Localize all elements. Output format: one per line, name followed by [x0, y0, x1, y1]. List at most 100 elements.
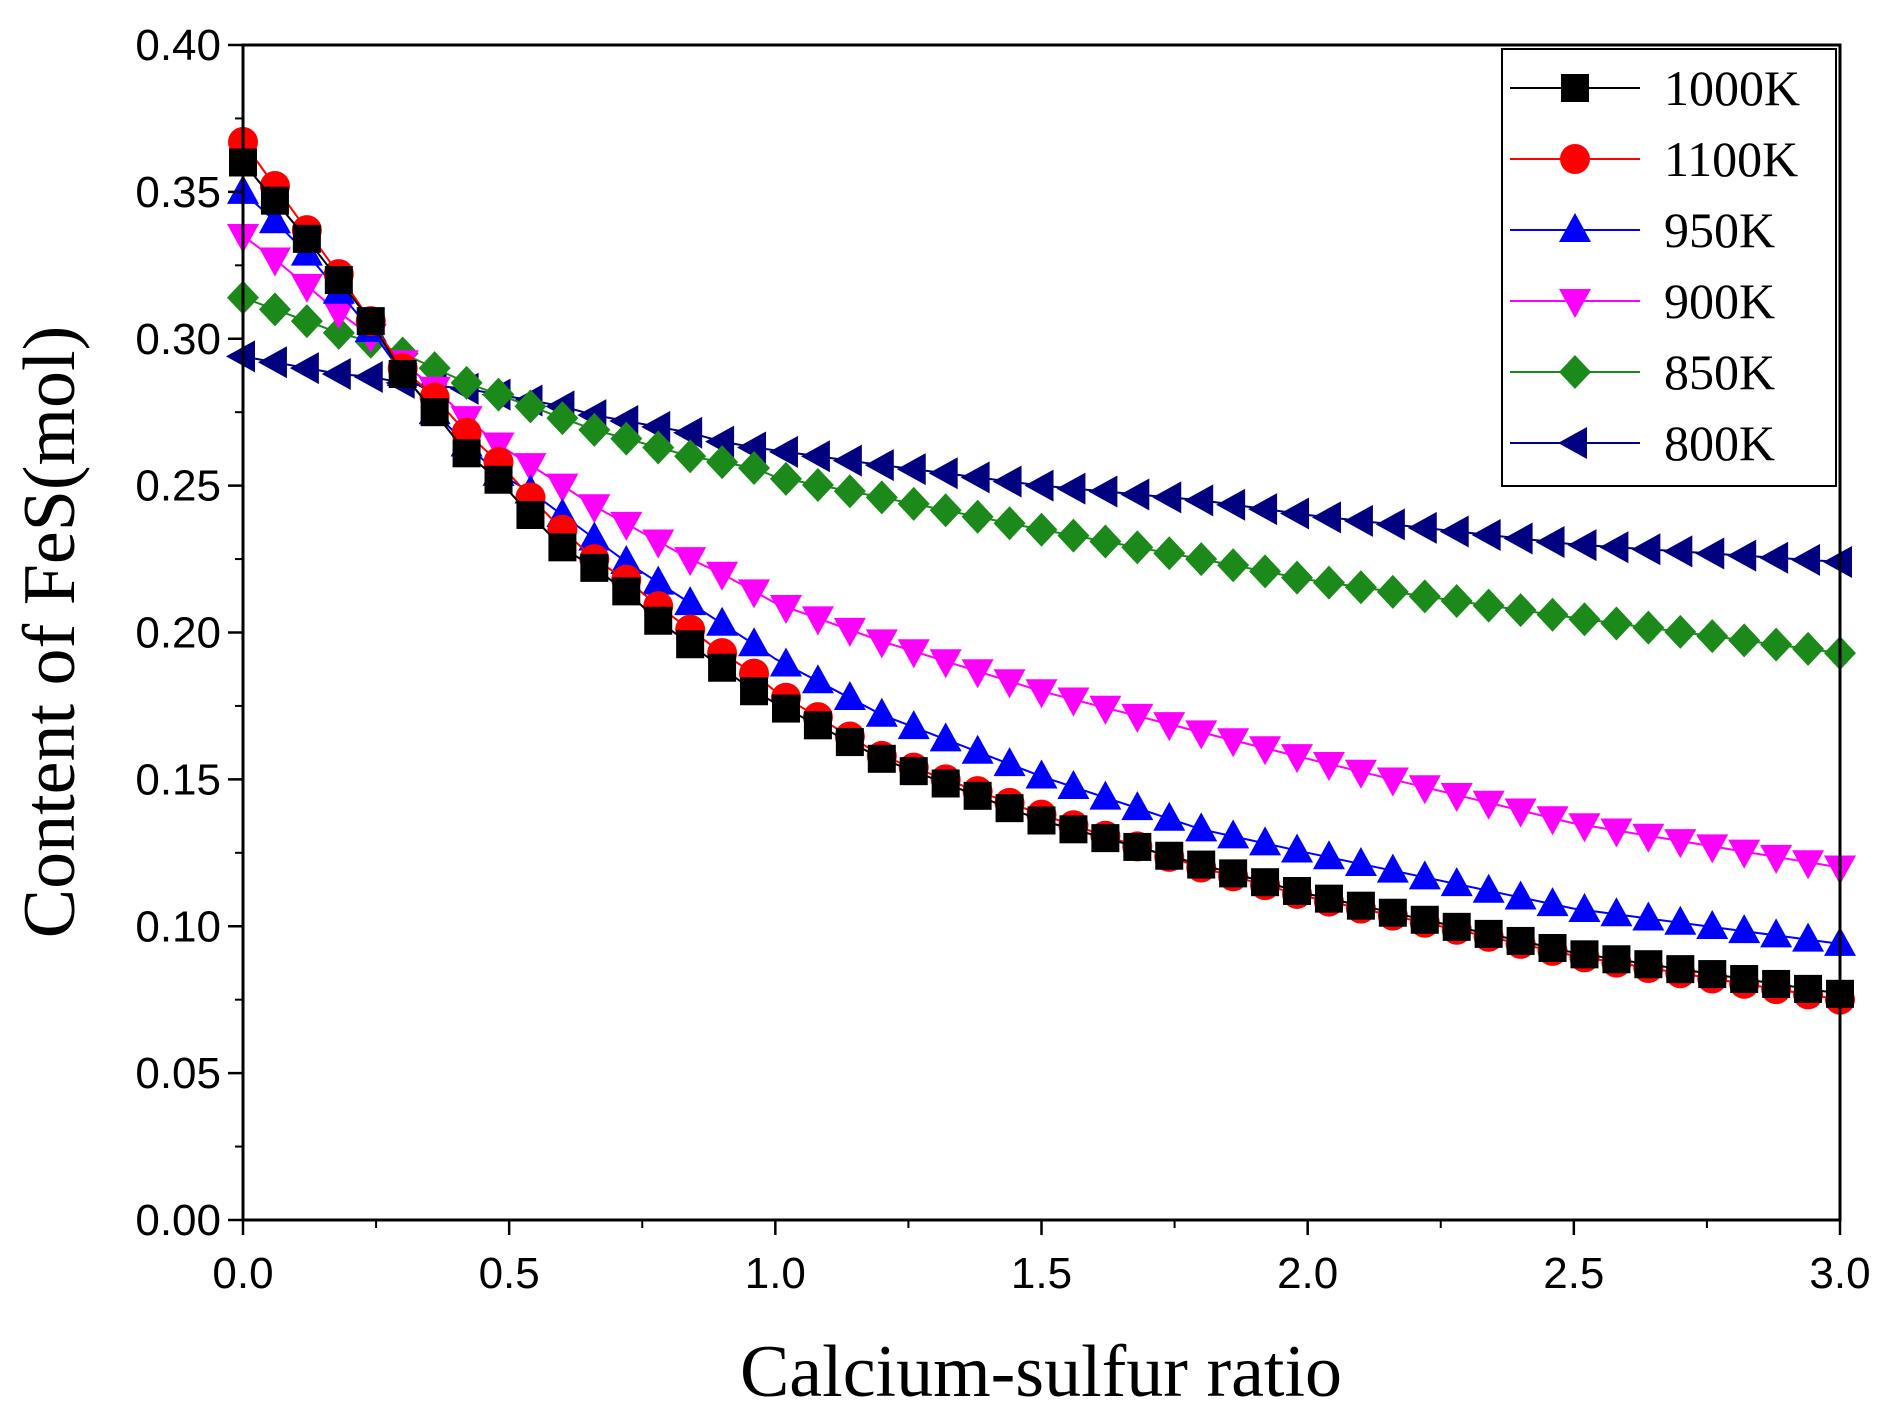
data-point-850K [1121, 530, 1154, 565]
data-point-850K [897, 486, 930, 521]
data-point-1000K [1378, 898, 1407, 927]
legend-marker-850K [1559, 355, 1591, 389]
data-point-1000K [1762, 969, 1791, 998]
data-point-800K [1663, 535, 1693, 568]
data-point-850K [1792, 631, 1825, 666]
data-point-850K [674, 439, 707, 474]
data-point-1000K [1219, 859, 1248, 888]
data-point-800K [673, 416, 703, 449]
data-point-1000K [1251, 868, 1280, 897]
data-point-950K [1121, 791, 1154, 821]
data-point-950K [1185, 812, 1218, 842]
data-point-1000K [1506, 926, 1535, 955]
data-point-900K [1344, 759, 1377, 789]
data-point-950K [1504, 880, 1537, 910]
legend-label: 1000K [1664, 60, 1800, 116]
data-point-800K [800, 440, 830, 473]
data-point-950K [1696, 909, 1729, 939]
data-point-850K [993, 506, 1026, 541]
data-point-1000K [708, 653, 737, 682]
data-point-900K [1121, 703, 1154, 733]
data-point-850K [706, 445, 739, 480]
data-point-950K [897, 710, 930, 740]
data-point-900K [1153, 712, 1186, 742]
data-point-900K [1249, 736, 1282, 766]
data-point-1000K [963, 781, 992, 810]
data-point-900K [546, 473, 579, 503]
data-point-950K [1153, 801, 1186, 831]
data-point-900K [833, 617, 866, 647]
data-point-850K [1185, 542, 1218, 577]
legend-label: 1100K [1664, 131, 1798, 187]
data-point-950K [1025, 759, 1058, 789]
data-point-800K [1120, 478, 1150, 511]
data-point-900K [769, 594, 802, 624]
data-point-850K [1217, 548, 1250, 583]
data-point-900K [1728, 839, 1761, 869]
data-point-900K [1089, 695, 1122, 725]
data-point-1000K [835, 728, 864, 757]
data-point-850K [546, 401, 579, 436]
data-point-800K [992, 465, 1022, 498]
data-point-950K [1089, 780, 1122, 810]
data-point-1000K [260, 186, 289, 215]
data-point-900K [1792, 850, 1825, 880]
x-tick-label: 3.0 [1809, 1249, 1870, 1298]
data-point-950K [1440, 867, 1473, 897]
data-point-1000K [1346, 891, 1375, 920]
data-point-900K [738, 579, 771, 609]
x-tick-label: 1.0 [745, 1249, 806, 1298]
data-point-800K [1152, 481, 1182, 514]
data-point-950K [1472, 873, 1505, 903]
data-point-900K [1504, 798, 1537, 828]
data-point-900K [1760, 844, 1793, 874]
data-point-900K [865, 629, 898, 659]
data-point-900K [610, 511, 643, 541]
data-point-850K [482, 377, 515, 412]
data-point-850K [1664, 614, 1697, 649]
data-point-900K [1568, 813, 1601, 843]
data-point-950K [1344, 846, 1377, 876]
data-point-850K [1568, 602, 1601, 637]
data-point-800K [896, 453, 926, 486]
data-point-800K [960, 461, 990, 494]
data-point-800K [1823, 546, 1852, 578]
data-point-1000K [1730, 965, 1759, 994]
x-tick-label: 0.0 [212, 1249, 273, 1298]
data-point-800K [1567, 529, 1597, 562]
legend-item-850K: 850K [1510, 344, 1775, 400]
data-point-850K [1600, 606, 1633, 641]
data-point-800K [864, 449, 894, 482]
legend-box [1501, 48, 1837, 487]
legend-item-1000K: 1000K [1510, 60, 1800, 116]
data-point-1000K [548, 533, 577, 562]
data-point-800K [1439, 515, 1469, 548]
data-point-950K [610, 545, 643, 574]
data-point-950K [1536, 887, 1569, 917]
data-point-900K [706, 561, 739, 591]
data-point-1000K [1283, 877, 1312, 905]
data-point-850K [610, 421, 643, 456]
data-point-850K [929, 493, 962, 528]
data-point-850K [1760, 627, 1793, 662]
series-1000K [229, 148, 1854, 1008]
legend-item-800K: 800K [1510, 415, 1775, 471]
data-point-1000K [1570, 940, 1599, 969]
data-point-850K [1089, 524, 1122, 559]
data-point-1000K [1794, 974, 1823, 1003]
data-point-800K [226, 340, 255, 373]
data-point-1000K [292, 224, 321, 253]
data-point-900K [1057, 687, 1090, 717]
data-point-1000K [1059, 815, 1088, 844]
legend-item-1100K: 1100K [1510, 131, 1798, 187]
data-point-900K [290, 273, 323, 303]
data-point-1000K [676, 630, 705, 659]
data-point-850K [450, 365, 483, 400]
data-point-1000K [1698, 960, 1727, 989]
data-point-850K [1504, 593, 1537, 628]
data-point-950K [1792, 922, 1825, 952]
data-point-1000K [740, 677, 769, 706]
data-point-800K [1088, 475, 1118, 508]
